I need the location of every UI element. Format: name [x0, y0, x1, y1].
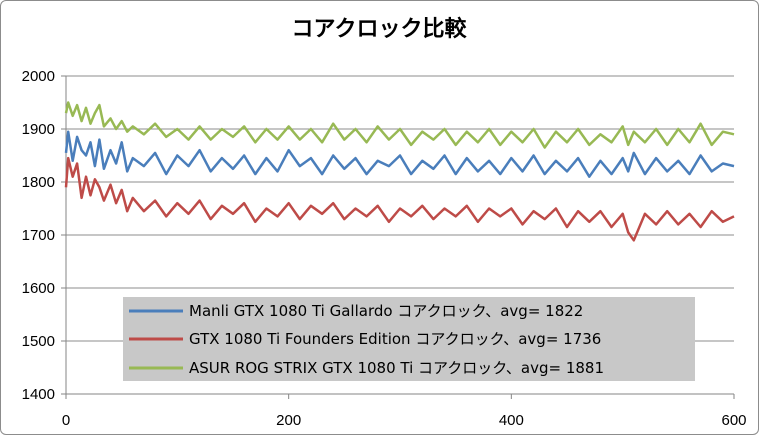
x-tick-label: 0 [62, 412, 70, 429]
y-tick-label: 1900 [22, 121, 55, 138]
series-layer [64, 101, 735, 242]
legend-entry-founders: GTX 1080 Ti Founders Edition コアクロック、avg=… [189, 330, 601, 348]
series-line-manli [64, 130, 735, 178]
legend-entry-asus: ASUR ROG STRIX GTX 1080 Ti コアクロック、avg= 1… [189, 359, 604, 377]
axis-layer: 1400 1500 1600 1700 1800 1900 2000 0 200 400 600 [22, 68, 747, 429]
legend-entry-manli: Manli GTX 1080 Ti Gallardo コアクロック、avg= 1… [189, 302, 583, 320]
chart-title: コアクロック比較 [292, 16, 468, 42]
y-tick-label: 1700 [22, 227, 55, 244]
legend-background [123, 297, 695, 381]
x-tick-label: 600 [721, 412, 746, 429]
y-tick-label: 2000 [22, 68, 55, 85]
series-line-founders [64, 156, 735, 242]
y-tick-label: 1400 [22, 386, 55, 403]
legend: Manli GTX 1080 Ti Gallardo コアクロック、avg= 1… [123, 297, 695, 381]
series-line-asus [64, 101, 735, 149]
y-tick-label: 1600 [22, 280, 55, 297]
x-tick-label: 200 [276, 412, 301, 429]
y-tick-label: 1800 [22, 174, 55, 191]
y-tick-label: 1500 [22, 333, 55, 350]
x-tick-label: 400 [499, 412, 524, 429]
